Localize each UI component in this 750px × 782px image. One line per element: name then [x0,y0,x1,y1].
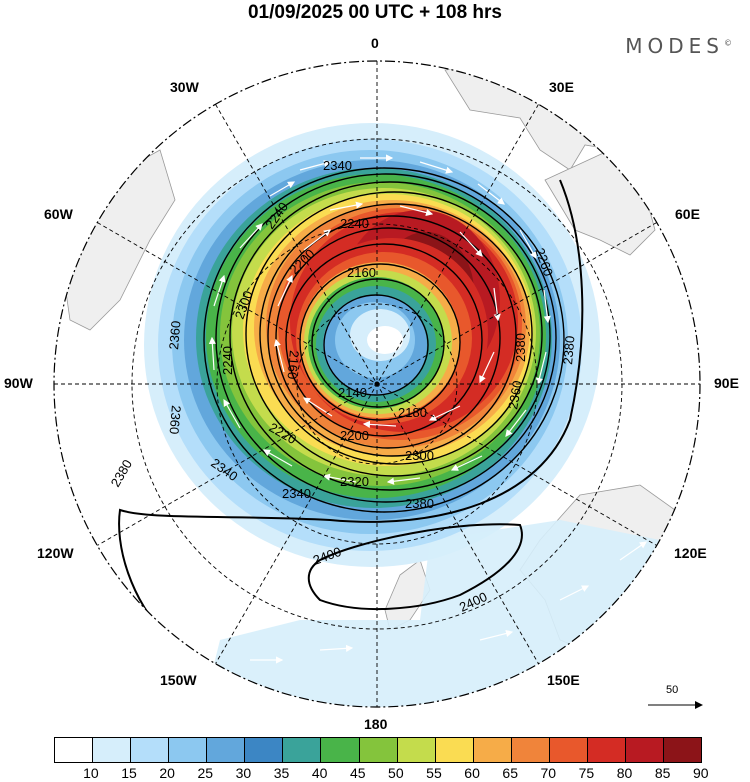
contour-label: 2300 [405,448,434,463]
colorbar-swatch [510,738,549,762]
lon-label-60e: 60E [675,206,700,222]
contour-label: 2360 [505,379,525,410]
lon-label-30e: 30E [549,79,574,95]
reference-vector-label: 50 [666,684,679,696]
colorbar-swatch [396,738,435,762]
colorbar-tick-label: 30 [235,765,252,781]
colorbar-tick-label: 25 [197,765,214,781]
colorbar-tick-label: 35 [273,765,290,781]
colorbar-tick-label: 45 [349,765,366,781]
colorbar-swatch [548,738,587,762]
lon-label-120w: 120W [37,545,74,561]
colorbar-ticks: 10 15 20 25 30 35 40 45 50 55 60 65 70 75 80 85 90 [54,765,708,782]
map-title: 01/09/2025 00 UTC + 108 hrs [247,2,503,23]
colorbar-tick-label: 80 [616,765,633,781]
colorbar-tick-label: 60 [464,765,480,781]
colorbar-tick-label: 40 [311,765,328,781]
contour-label: 2380 [513,333,528,362]
brand-copyright: © [724,38,732,48]
contour-label: 2200 [340,428,369,443]
map-boundary [53,60,701,708]
colorbar-swatch [586,738,625,762]
colorbar-swatch [320,738,359,762]
contour-label: 2360 [166,405,183,435]
contour-label: 2160 [284,350,301,380]
colorbar-tick-label: 70 [540,765,557,781]
lon-label-120e: 120E [674,545,707,561]
colorbar-swatch [130,738,169,762]
lon-label-30w: 30W [170,79,199,95]
colorbar-swatch [206,738,245,762]
colorbar-tick-label: 15 [121,765,137,781]
colorbar-swatch [434,738,473,762]
contour-label: 2160 [347,265,376,280]
height-contours [118,167,584,641]
colorbar-tick-label: 65 [502,765,518,781]
contour-label: 2340 [282,486,311,501]
contour-label: 2320 [340,474,369,489]
colorbar-tick-label: 10 [83,765,99,781]
colorbar-swatch [624,738,663,762]
colorbar-swatch [358,738,397,762]
contour-label: 2240 [340,216,369,231]
colorbar-swatch [472,738,511,762]
colorbar-tick-label: 85 [654,765,671,781]
colorbar-swatch [282,738,321,762]
south-pole-marker [374,381,380,387]
lon-label-180: 180 [364,716,388,732]
contour-label: 2360 [166,320,183,350]
contour-label: 2380 [560,335,577,365]
colorbar-swatch [244,738,283,762]
colorbar-tick-label: 90 [693,765,709,781]
colorbar-swatch [663,738,702,762]
colorbar [54,737,702,763]
colorbar-swatch [168,738,207,762]
lon-label-0: 0 [371,35,379,51]
contour-label: 2340 [323,158,352,173]
colorbar-tick-label: 75 [578,765,595,781]
lon-label-90e: 90E [714,375,739,391]
lon-label-150e: 150E [547,672,580,688]
brand-name: MODES [625,34,724,58]
contour-label: 2240 [220,346,235,375]
lon-label-150w: 150W [160,672,197,688]
colorbar-tick-label: 20 [159,765,175,781]
contour-label: 2180 [398,405,427,420]
brand-logo: MODES© [625,34,732,58]
colorbar-tick-label: 50 [388,765,404,781]
colorbar-swatch [55,738,93,762]
colorbar-swatch [92,738,131,762]
contour-label: 2140 [338,385,367,400]
lon-label-90w: 90W [4,375,33,391]
lon-label-60w: 60W [44,206,73,222]
colorbar-tick-label: 55 [426,765,442,781]
contour-label: 2380 [405,496,434,511]
